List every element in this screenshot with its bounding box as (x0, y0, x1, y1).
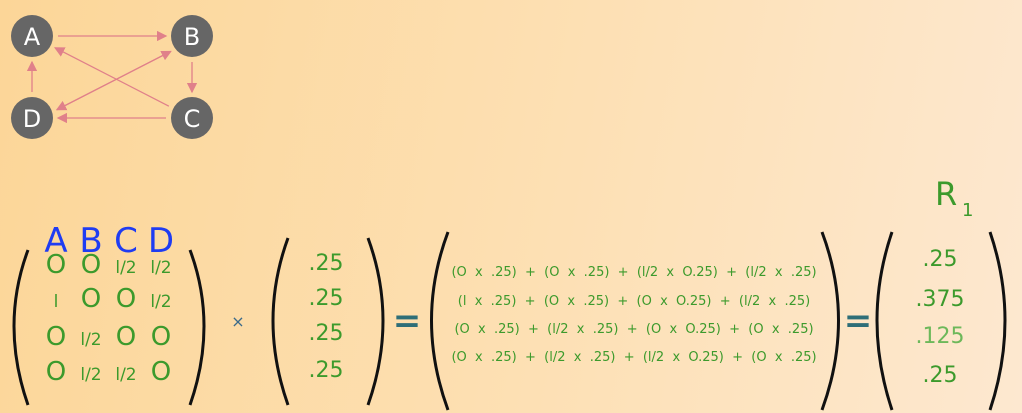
matrix-cell: l/2 (115, 365, 136, 385)
matrix-cell: l/2 (150, 292, 171, 312)
node-label: B (184, 23, 200, 51)
result-label-subscript: 1 (962, 200, 973, 221)
node-circle (11, 97, 53, 139)
node-C: C (171, 97, 213, 139)
node-circle (11, 15, 53, 57)
matrix-cell: l/2 (80, 330, 101, 350)
expansion-row: (l x .25) + (O x .25) + (O x O.25) + (l/… (458, 294, 810, 309)
matrix-cell: O (151, 322, 171, 352)
matrix-cell: O (81, 250, 101, 280)
matrix-cell: l/2 (115, 258, 136, 278)
result-left-paren (875, 231, 894, 411)
result-entry: .25 (923, 247, 958, 272)
graph-edges (26, 30, 198, 124)
expansion-row: (O x .25) + (l/2 x .25) + (l/2 x O.25) +… (451, 350, 816, 365)
vector-entry: .25 (309, 321, 344, 346)
result-label-main: R (935, 175, 957, 213)
node-label: C (184, 105, 201, 133)
expansion-row: (O x .25) + (O x .25) + (l/2 x O.25) + (… (451, 265, 816, 280)
matrix-cell: O (81, 284, 101, 314)
matrix-cell: O (46, 357, 66, 387)
edge-D-B (56, 50, 172, 111)
matrix-header-B: B (79, 221, 102, 261)
matrix-cell: O (46, 250, 66, 280)
result-vector: .25 .375 .125 .25 (916, 247, 965, 388)
node-circle (171, 97, 213, 139)
result-entry: .25 (923, 363, 958, 388)
matrix-cell: O (116, 284, 136, 314)
equals-sign-2: = (844, 301, 873, 341)
matrix-cell: l (54, 292, 59, 312)
node-circle (171, 15, 213, 57)
node-B: B (171, 15, 213, 57)
node-label: A (24, 23, 41, 51)
result-entry: .125 (916, 324, 965, 349)
vector-right-paren (366, 237, 385, 406)
result-label: R 1 (935, 175, 973, 221)
result-right-paren (988, 231, 1007, 411)
vector-left-paren (271, 237, 290, 406)
rank-vector: .25 .25 .25 .25 (309, 251, 344, 383)
matrix-cell: O (46, 322, 66, 352)
matrix-header-C: C (114, 221, 138, 261)
expansion-row: (O x .25) + (l/2 x .25) + (O x O.25) + (… (454, 322, 813, 337)
graph-nodes: A B C D (11, 15, 213, 139)
node-A: A (11, 15, 53, 57)
expansion-right-paren (820, 231, 840, 411)
matrix-left-paren (12, 249, 30, 406)
matrix-header-A: A (44, 221, 67, 261)
expansion-left-paren (430, 231, 450, 411)
expansion: (O x .25) + (O x .25) + (l/2 x O.25) + (… (451, 265, 816, 365)
vector-entry: .25 (309, 251, 344, 276)
vector-entry: .25 (309, 286, 344, 311)
matrix-right-paren (188, 249, 206, 406)
vector-entry: .25 (309, 358, 344, 383)
equals-sign-1: = (393, 301, 422, 341)
node-D: D (11, 97, 53, 139)
matrix-header-D: D (148, 221, 174, 261)
times-sign: × (231, 312, 244, 331)
parentheses (12, 231, 1007, 411)
edge-C-A (53, 47, 170, 107)
matrix-cell: O (116, 322, 136, 352)
matrix-cell: O (151, 357, 171, 387)
matrix-cell: l/2 (80, 365, 101, 385)
result-entry: .375 (916, 287, 965, 312)
node-label: D (23, 105, 41, 133)
matrix-cell: l/2 (150, 258, 171, 278)
